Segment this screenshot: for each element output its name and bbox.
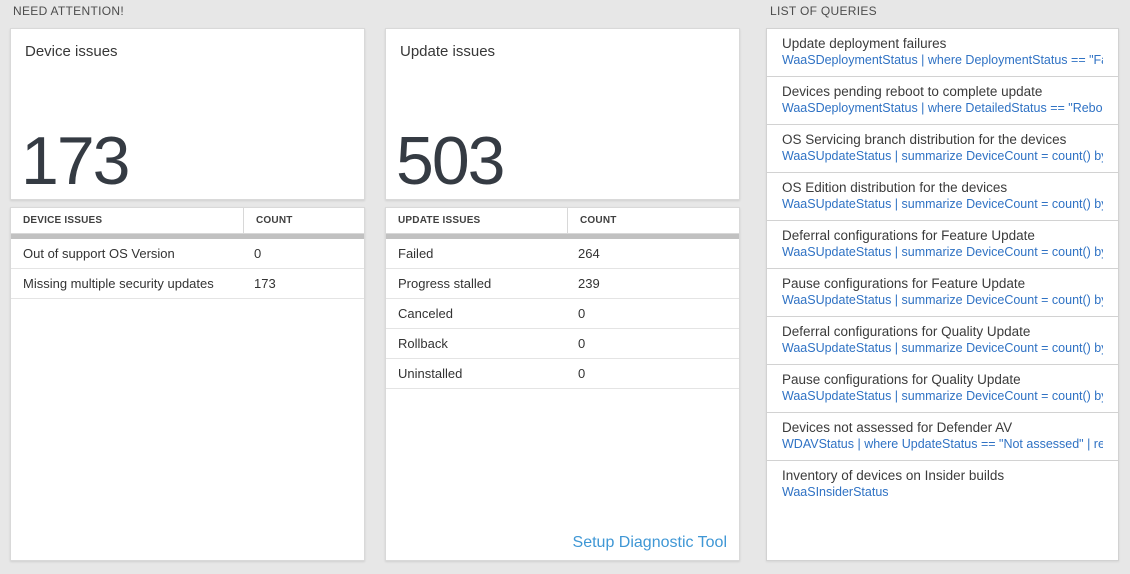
device-table-header-bar [11, 234, 364, 239]
query-list-item[interactable]: Devices not assessed for Defender AV WDA… [767, 413, 1118, 461]
query-text: WaaSInsiderStatus [782, 485, 889, 499]
update-table-header-bar [386, 234, 739, 239]
row-label: Rollback [398, 336, 448, 351]
row-count: 0 [578, 366, 586, 381]
row-label: Out of support OS Version [23, 246, 175, 261]
query-text: WaaSUpdateStatus | summarize DeviceCount… [782, 389, 1103, 403]
device-issues-table: DEVICE ISSUES COUNT Out of support OS Ve… [10, 207, 365, 561]
update-issues-count: 503 [396, 123, 505, 199]
table-row[interactable]: Rollback 0 [386, 329, 739, 359]
row-label: Progress stalled [398, 276, 492, 291]
need-attention-section-label: NEED ATTENTION! [13, 4, 124, 18]
device-table-header-issues: DEVICE ISSUES [11, 208, 244, 233]
update-issues-tile[interactable]: Update issues 503 [385, 28, 740, 200]
table-row[interactable]: Uninstalled 0 [386, 359, 739, 389]
setup-diagnostic-tool-link[interactable]: Setup Diagnostic Tool [572, 534, 727, 551]
list-of-queries-section-label: LIST OF QUERIES [770, 4, 877, 18]
device-issues-count: 173 [21, 123, 130, 199]
query-list-item[interactable]: Inventory of devices on Insider builds W… [767, 461, 1118, 560]
device-issues-title: Device issues [25, 43, 118, 60]
update-issues-title: Update issues [400, 43, 496, 60]
query-list-item[interactable]: Deferral configurations for Feature Upda… [767, 221, 1118, 269]
table-row[interactable]: Canceled 0 [386, 299, 739, 329]
query-list-item[interactable]: OS Servicing branch distribution for the… [767, 125, 1118, 173]
query-title: Devices pending reboot to complete updat… [782, 84, 1043, 99]
update-issues-table: UPDATE ISSUES COUNT Failed 264 Progress … [385, 207, 740, 561]
device-issues-tile[interactable]: Device issues 173 [10, 28, 365, 200]
row-label: Uninstalled [398, 366, 463, 381]
query-title: OS Servicing branch distribution for the… [782, 132, 1067, 147]
query-text: WaaSUpdateStatus | summarize DeviceCount… [782, 293, 1103, 307]
row-label: Missing multiple security updates [23, 276, 214, 291]
query-text: WaaSDeploymentStatus | where DeploymentS… [782, 53, 1103, 67]
query-list-item[interactable]: OS Edition distribution for the devices … [767, 173, 1118, 221]
query-text: WaaSUpdateStatus | summarize DeviceCount… [782, 197, 1103, 211]
table-row[interactable]: Progress stalled 239 [386, 269, 739, 299]
update-table-header-issues: UPDATE ISSUES [386, 208, 568, 233]
query-title: Deferral configurations for Feature Upda… [782, 228, 1035, 243]
device-table-header-count: COUNT [256, 215, 293, 226]
row-count: 0 [578, 306, 586, 321]
query-text: WaaSUpdateStatus | summarize DeviceCount… [782, 245, 1103, 259]
row-count: 239 [578, 276, 600, 291]
query-text: WaaSUpdateStatus | summarize DeviceCount… [782, 149, 1103, 163]
query-list-panel: Update deployment failures WaaSDeploymen… [766, 28, 1119, 561]
query-text: WDAVStatus | where UpdateStatus == "Not … [782, 437, 1103, 451]
query-title: OS Edition distribution for the devices [782, 180, 1008, 195]
query-title: Pause configurations for Quality Update [782, 372, 1021, 387]
query-title: Pause configurations for Feature Update [782, 276, 1026, 291]
row-count: 173 [254, 276, 276, 291]
query-text: WaaSUpdateStatus | summarize DeviceCount… [782, 341, 1103, 355]
update-table-header-count: COUNT [580, 215, 617, 226]
query-title: Devices not assessed for Defender AV [782, 420, 1013, 435]
table-row[interactable]: Missing multiple security updates 173 [11, 269, 364, 299]
device-table-header: DEVICE ISSUES COUNT [11, 208, 364, 234]
row-count: 264 [578, 246, 600, 261]
query-list-item[interactable]: Devices pending reboot to complete updat… [767, 77, 1118, 125]
row-count: 0 [254, 246, 262, 261]
update-table-header: UPDATE ISSUES COUNT [386, 208, 739, 234]
query-title: Deferral configurations for Quality Upda… [782, 324, 1031, 339]
query-list-item[interactable]: Deferral configurations for Quality Upda… [767, 317, 1118, 365]
query-text: WaaSDeploymentStatus | where DetailedSta… [782, 101, 1103, 115]
query-title: Inventory of devices on Insider builds [782, 468, 1005, 483]
row-label: Failed [398, 246, 434, 261]
query-list-item[interactable]: Update deployment failures WaaSDeploymen… [767, 29, 1118, 77]
table-row[interactable]: Failed 264 [386, 239, 739, 269]
table-row[interactable]: Out of support OS Version 0 [11, 239, 364, 269]
query-list-item[interactable]: Pause configurations for Feature Update … [767, 269, 1118, 317]
row-label: Canceled [398, 306, 453, 321]
query-list-item[interactable]: Pause configurations for Quality Update … [767, 365, 1118, 413]
query-title: Update deployment failures [782, 36, 947, 51]
row-count: 0 [578, 336, 586, 351]
